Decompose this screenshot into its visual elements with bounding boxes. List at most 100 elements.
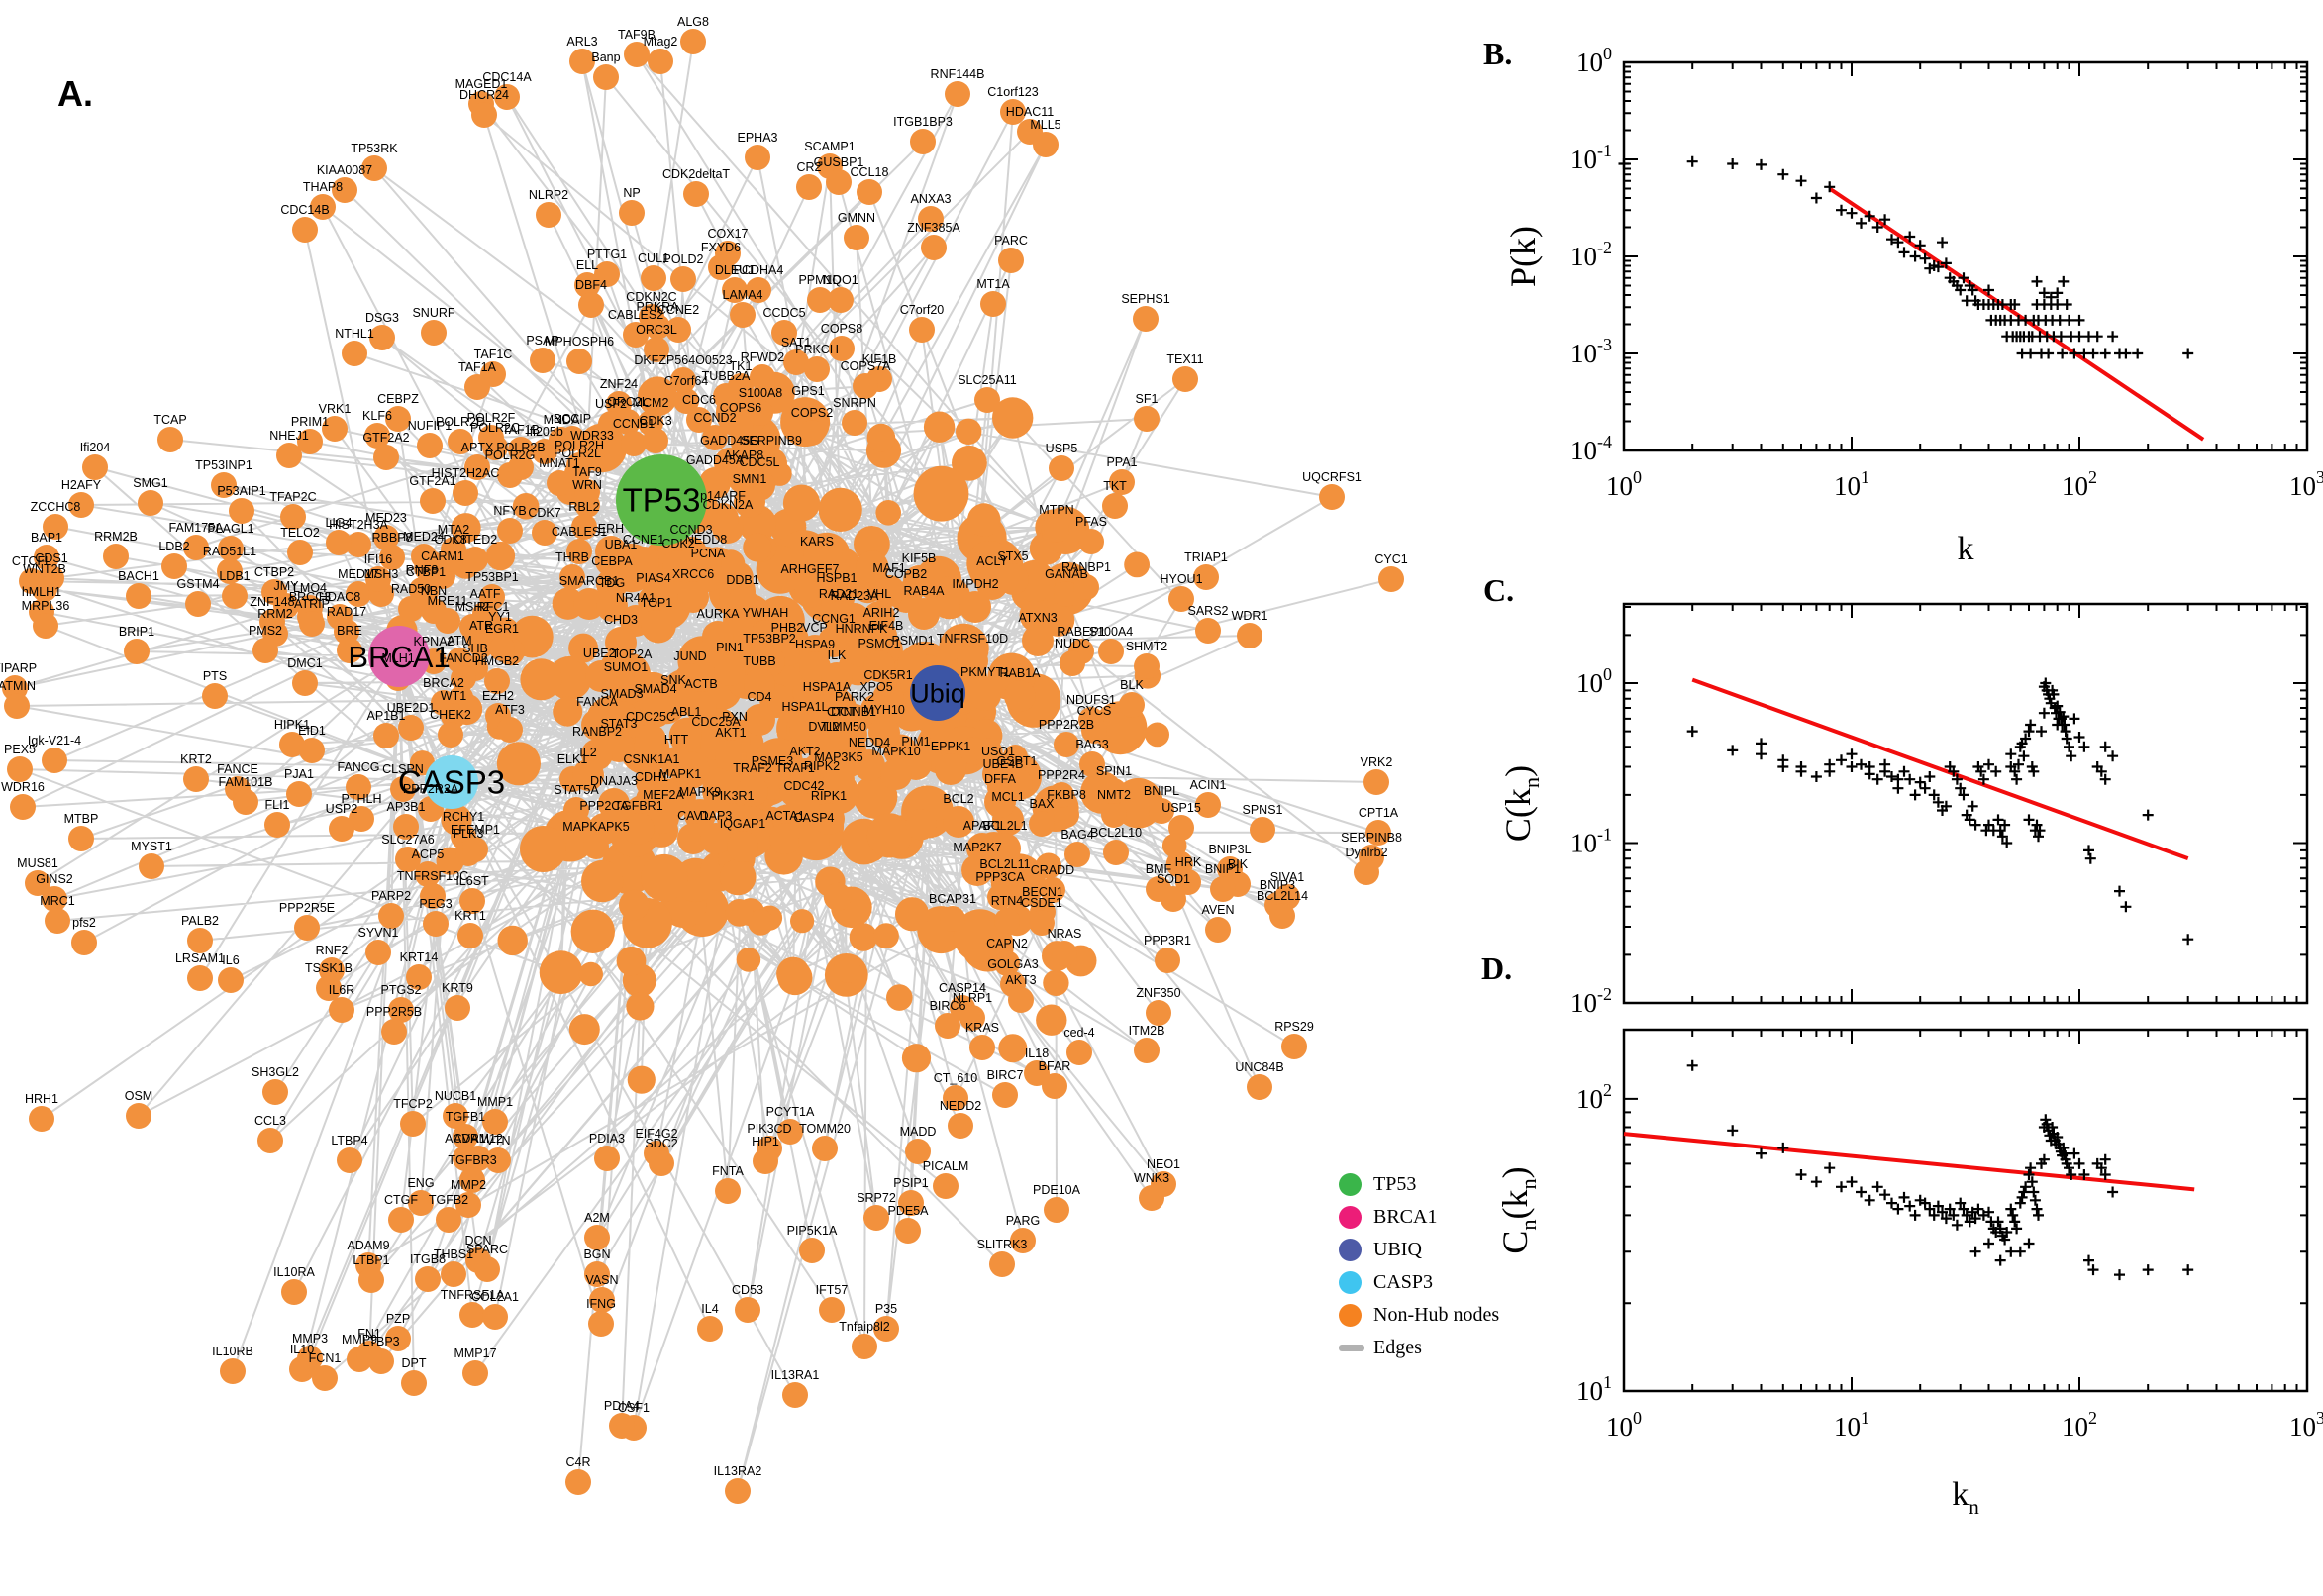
network-node-label: MRE11 — [428, 594, 468, 608]
network-node-label: RAD17 — [327, 605, 366, 619]
network-node-label: NEDD8 — [685, 533, 727, 547]
network-node-label: ACVR1 — [445, 1132, 486, 1146]
network-node-label: THBS1 — [434, 1247, 473, 1261]
network-node — [390, 776, 416, 802]
network-node — [161, 553, 187, 579]
network-node — [610, 674, 642, 706]
network-node-label: PIK3CD — [747, 1122, 791, 1136]
tick-label: 102 — [2062, 1408, 2097, 1442]
network-node-label: IL10 — [290, 1343, 314, 1356]
network-node-label: ACIN1 — [1190, 778, 1227, 792]
network-node — [572, 759, 604, 791]
network-node — [743, 533, 772, 562]
network-node-label: UQCRFS1 — [1302, 470, 1362, 484]
network-node-label: AP1B1 — [367, 709, 406, 723]
network-node-label: COX17 — [708, 227, 749, 241]
network-node-label: TP53RK — [351, 142, 398, 155]
network-node — [737, 775, 768, 807]
network-node — [539, 950, 583, 995]
network-node-label: HSPB1 — [817, 571, 858, 585]
network-node — [923, 411, 956, 443]
network-node — [702, 621, 734, 652]
network-node-label: BCCIP — [554, 412, 591, 426]
network-node-label: ARL3 — [566, 35, 597, 49]
network-node-label: SCAMP1 — [804, 140, 855, 153]
network-node-label: RTN4 — [991, 894, 1023, 908]
network-node-label: BCAP31 — [929, 892, 976, 906]
network-node-label: LDB2 — [158, 540, 189, 553]
network-node — [1119, 692, 1145, 718]
network-node-label: CPT1A — [1359, 806, 1399, 820]
network-node-label: CHEK2 — [430, 708, 471, 722]
network-node-label: CASP14 — [939, 981, 986, 995]
network-node — [497, 925, 528, 956]
network-node-label: BAP1 — [31, 531, 62, 545]
network-node-label: DHCR24 — [459, 88, 509, 102]
network-node-label: BRCC3 — [289, 590, 331, 604]
network-node-label: Ifi205b — [526, 425, 563, 439]
network-node-label: TGFB1 — [446, 1110, 485, 1124]
network-node-label: SPNS1 — [1243, 803, 1283, 817]
network-node — [722, 277, 748, 303]
network-node-label: Dynlrb2 — [1345, 846, 1387, 859]
network-node-label: NBN — [421, 584, 447, 598]
network-node — [842, 410, 867, 436]
network-node — [1052, 941, 1077, 966]
network-node-label: SNURF — [412, 306, 454, 320]
network-node — [1022, 625, 1054, 656]
network-node — [974, 387, 1000, 413]
network-node-label: TAF1C — [474, 348, 513, 361]
network-node-label: ELL — [576, 258, 598, 272]
network-node-label: PDIA3 — [589, 1132, 625, 1146]
network-node — [1040, 877, 1065, 903]
network-node-label: SMN1 — [733, 472, 767, 486]
network-node-label: GPS1 — [791, 384, 824, 398]
network-node — [332, 177, 357, 203]
network-node-label: HRK — [1175, 855, 1202, 869]
network-node-label: KIF1B — [862, 352, 897, 366]
network-node-label: SMG1 — [133, 476, 167, 490]
network-node-label: BRIP1 — [119, 625, 154, 639]
network-node-label: HTT — [664, 733, 689, 747]
network-node — [794, 576, 826, 608]
network-node-label: PMS2 — [249, 624, 282, 638]
network-node-label: PPP2CA — [579, 799, 629, 813]
network-node-label: PIN1 — [716, 641, 744, 654]
network-node — [807, 287, 833, 313]
network-node — [992, 397, 1034, 439]
network-node-label: STX5 — [997, 549, 1028, 563]
network-node-label: MYH10 — [863, 703, 905, 717]
network-node-label: FANCA — [576, 695, 618, 709]
network-node — [570, 909, 615, 953]
network-node — [218, 536, 244, 561]
network-node-label: PSMC1 — [858, 637, 900, 650]
legend-label: UBIQ — [1373, 1239, 1422, 1260]
network-node-label: ced-4 — [1063, 1026, 1094, 1040]
network-node — [683, 181, 709, 207]
network-node-label: SARS2 — [1188, 604, 1229, 618]
network-node-label: PPP2R4 — [1038, 768, 1085, 782]
network-node-label: COPS7A — [841, 359, 891, 373]
network-node-label: MAPKAPK5 — [562, 820, 629, 834]
network-node-label: POLR2B — [496, 441, 545, 454]
network-node-label: BCL2 — [943, 792, 973, 806]
network-node — [1161, 886, 1186, 912]
network-node-label: BCL2L14 — [1257, 889, 1308, 903]
network-node-label: FCN1 — [309, 1351, 342, 1365]
network-node-label: EGR1 — [485, 622, 519, 636]
network-node-label: RAD50 — [391, 582, 431, 596]
network-node — [569, 49, 595, 74]
network-node — [33, 613, 58, 639]
network-node-label: TP53BP1 — [465, 570, 519, 584]
network-node — [992, 1082, 1018, 1108]
axis-title: kn — [1952, 1476, 1979, 1519]
network-node — [635, 724, 666, 755]
network-node-label: SPIN1 — [1096, 764, 1132, 778]
network-node-label: XPO5 — [859, 680, 892, 694]
network-node-label: ADAM9 — [347, 1239, 389, 1252]
network-node-label: KRT1 — [454, 909, 486, 923]
network-node-label: TUBB — [743, 654, 775, 668]
network-node — [497, 717, 523, 743]
network-node — [960, 591, 991, 623]
network-node-label: FANCD2 — [439, 651, 487, 665]
